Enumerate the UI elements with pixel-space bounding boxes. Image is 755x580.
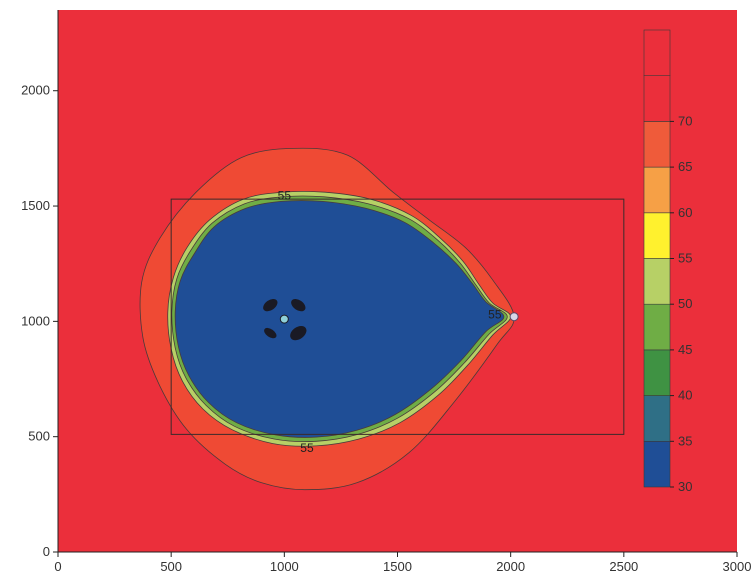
y-tick-label-4: 2000 xyxy=(21,83,50,98)
colorbar-segment-6 xyxy=(643,212,671,259)
colorbar-label-7: 65 xyxy=(678,159,692,174)
x-tick-label-2: 1000 xyxy=(270,559,299,574)
source-blade-1 xyxy=(263,298,278,312)
colorbar-label-6: 60 xyxy=(678,205,692,220)
x-tick-label-4: 2000 xyxy=(496,559,525,574)
colorbar-segment-2 xyxy=(643,395,671,442)
colorbar-segment-10 xyxy=(643,29,671,77)
colorbar-label-1: 35 xyxy=(678,433,692,448)
receiver-marker xyxy=(509,312,519,322)
source-point xyxy=(279,314,289,324)
source-blade-3 xyxy=(264,327,277,339)
colorbar-segment-9 xyxy=(643,75,671,122)
colorbar-segment-4 xyxy=(643,303,671,351)
colorbar-label-3: 45 xyxy=(678,342,692,357)
source-blade-4 xyxy=(290,325,307,341)
colorbar-label-5: 55 xyxy=(678,251,692,266)
colorbar-segment-3 xyxy=(643,349,671,396)
x-tick-label-3: 1500 xyxy=(383,559,412,574)
y-tick-label-2: 1000 xyxy=(21,313,50,328)
source-marker xyxy=(263,298,307,341)
colorbar-segment-1 xyxy=(643,440,671,488)
x-tick-label-6: 3000 xyxy=(723,559,752,574)
plot-area: 55 55 55 xyxy=(58,10,737,552)
colorbar-label-4: 50 xyxy=(678,296,692,311)
contour-label-1: 55 xyxy=(278,189,292,203)
colorbar-label-8: 70 xyxy=(678,113,692,128)
x-tick-label-5: 2500 xyxy=(609,559,638,574)
y-tick-label-3: 1500 xyxy=(21,198,50,213)
colorbar-label-2: 40 xyxy=(678,388,692,403)
contour-35 xyxy=(174,200,505,438)
axes: 0 500 1000 1500 2000 2500 3000 0 500 1000 1500 2000 xyxy=(21,10,751,574)
source-blade-2 xyxy=(291,298,306,312)
colorbar-segment-8 xyxy=(643,121,671,168)
x-tick-label-0: 0 xyxy=(54,559,61,574)
y-tick-label-0: 0 xyxy=(43,544,50,559)
colorbar-label-0: 30 xyxy=(678,479,692,494)
x-tick-label-1: 500 xyxy=(160,559,182,574)
site-boundary-rectangle xyxy=(170,198,625,435)
colorbar-segment-5 xyxy=(643,258,671,305)
contour-label-3: 55 xyxy=(488,307,502,321)
colorbar: 30 35 40 45 50 55 60 65 70 xyxy=(643,29,692,494)
colorbar-segment-7 xyxy=(643,166,671,214)
y-tick-label-1: 500 xyxy=(28,429,50,444)
contour-label-2: 55 xyxy=(300,441,314,455)
